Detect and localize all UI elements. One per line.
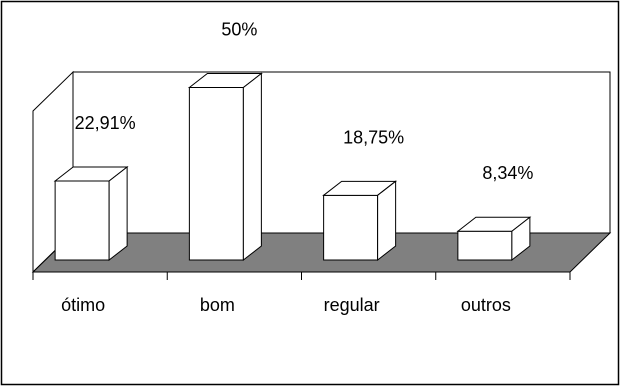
bar-front <box>323 194 379 261</box>
category-label: outros <box>461 295 511 315</box>
chart-data-labels: 22,91% 50% 18,75% 8,34% <box>75 20 534 184</box>
bar-side <box>377 180 397 262</box>
category-label: bom <box>200 295 235 315</box>
category-label: ótimo <box>61 295 105 315</box>
bar-bom <box>187 72 263 262</box>
bar-side <box>108 165 128 262</box>
bar-front <box>188 87 244 261</box>
chart-bars <box>53 72 532 262</box>
bar-ótimo <box>53 165 129 262</box>
bar-outros <box>456 216 532 262</box>
bar-regular <box>322 180 398 262</box>
data-label: 18,75% <box>343 127 404 147</box>
bar-front <box>457 230 513 261</box>
data-label: 50% <box>221 20 257 40</box>
bar-front <box>54 180 110 261</box>
data-label: 8,34% <box>482 163 533 183</box>
bar-side <box>511 216 531 262</box>
data-label: 22,91% <box>75 113 136 133</box>
bar-side <box>242 72 262 262</box>
category-label: regular <box>324 295 380 315</box>
chart-category-labels: ótimo bom regular outros <box>61 295 511 315</box>
